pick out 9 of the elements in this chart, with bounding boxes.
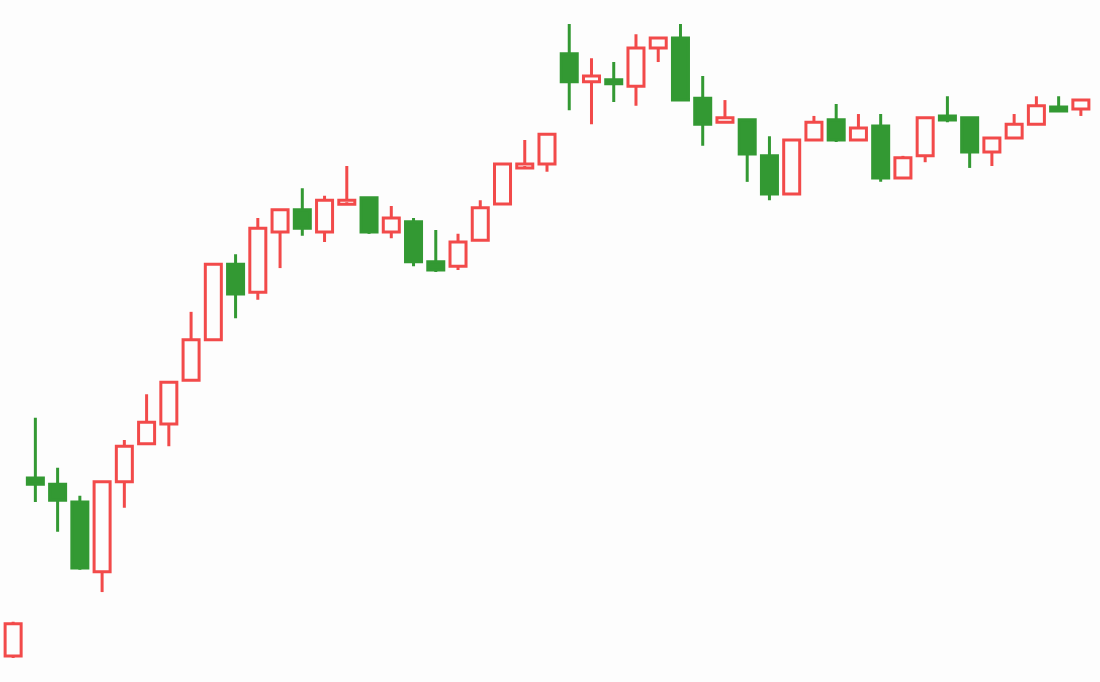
candlestick (581, 56, 601, 126)
candlestick (604, 60, 624, 104)
candlestick (559, 22, 579, 112)
candlestick (226, 252, 246, 320)
candlestick (715, 98, 735, 124)
candlestick (626, 32, 646, 108)
candlestick (292, 186, 312, 238)
candlestick (270, 208, 290, 270)
candlestick (381, 204, 401, 240)
